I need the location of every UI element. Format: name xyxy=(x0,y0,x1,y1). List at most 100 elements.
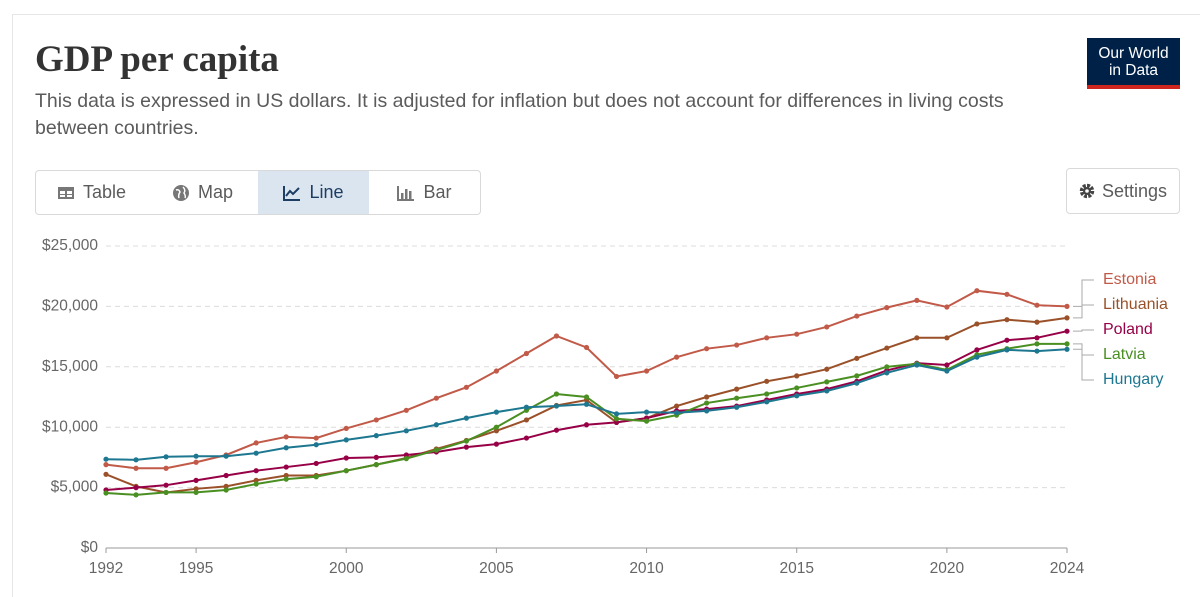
point xyxy=(764,391,770,397)
x-tick-label: 1992 xyxy=(89,560,123,577)
point xyxy=(283,434,289,440)
point xyxy=(553,427,560,433)
tab[interactable]: Map xyxy=(147,171,258,214)
point xyxy=(944,304,950,310)
point xyxy=(944,362,950,368)
logo-line: in Data xyxy=(1108,62,1159,79)
point xyxy=(794,331,800,337)
legend-label: Lithuania xyxy=(1103,296,1168,313)
point xyxy=(854,373,860,379)
icon xyxy=(397,185,415,201)
tab[interactable]: Table xyxy=(36,171,147,214)
point xyxy=(1064,341,1070,347)
point xyxy=(1034,302,1040,308)
point xyxy=(523,435,530,441)
point xyxy=(343,468,349,474)
point xyxy=(523,350,530,357)
point xyxy=(974,321,980,327)
point xyxy=(373,417,379,423)
x-tick-label: 2015 xyxy=(779,560,813,577)
tab-label: Table xyxy=(82,182,127,202)
point xyxy=(1004,317,1010,323)
point xyxy=(283,445,289,451)
point xyxy=(704,346,710,352)
point xyxy=(583,401,590,407)
point xyxy=(1034,341,1040,347)
point xyxy=(824,388,830,394)
point xyxy=(974,288,980,294)
tab[interactable]: Bar xyxy=(369,171,480,214)
point xyxy=(1004,337,1010,343)
point xyxy=(914,297,920,303)
logo[interactable]: Our World in Data xyxy=(1087,38,1180,89)
point xyxy=(1034,319,1040,325)
point xyxy=(704,408,710,414)
point xyxy=(313,460,319,467)
x-tick-label: 2000 xyxy=(329,560,364,577)
point xyxy=(193,486,199,492)
point xyxy=(854,355,860,361)
point xyxy=(553,333,560,339)
point xyxy=(704,394,710,400)
point xyxy=(884,345,890,351)
point xyxy=(223,472,229,479)
point xyxy=(704,400,710,406)
point xyxy=(673,410,680,416)
point xyxy=(643,418,650,424)
point xyxy=(1064,303,1070,309)
tab-label: Line xyxy=(309,182,344,202)
x-tick-label: 1995 xyxy=(179,560,213,577)
tab-bar: Table Map Line Bar xyxy=(35,170,481,215)
point xyxy=(944,335,950,341)
point xyxy=(734,386,740,392)
point xyxy=(824,324,830,330)
point xyxy=(463,415,469,421)
tab-label: Map xyxy=(197,182,233,202)
point xyxy=(493,424,500,430)
legend-label: Latvia xyxy=(1103,346,1146,363)
point xyxy=(854,313,860,319)
point xyxy=(403,407,409,413)
tab-active[interactable]: Line xyxy=(258,171,369,214)
legend-label: Estonia xyxy=(1103,271,1156,288)
point xyxy=(103,490,109,496)
point xyxy=(643,368,650,374)
point xyxy=(824,379,830,385)
point xyxy=(283,464,289,470)
point xyxy=(103,471,109,477)
point xyxy=(253,481,259,487)
tab-label: Bar xyxy=(423,182,452,202)
settings-button[interactable]: Settings xyxy=(1066,168,1180,214)
point xyxy=(493,368,500,374)
point xyxy=(283,476,289,482)
point xyxy=(553,391,560,397)
point xyxy=(1004,347,1010,353)
point xyxy=(523,404,530,410)
settings-label: Settings xyxy=(1101,180,1168,201)
point xyxy=(1034,348,1040,354)
x-tick-label: 2010 xyxy=(629,560,664,577)
point xyxy=(433,422,439,428)
point xyxy=(854,380,860,386)
card-frame xyxy=(12,14,1200,597)
point xyxy=(493,428,500,434)
point xyxy=(283,472,289,479)
point xyxy=(133,492,139,498)
icon xyxy=(283,185,301,201)
point xyxy=(193,453,199,459)
icon xyxy=(1079,183,1095,199)
legend-connector xyxy=(1073,329,1094,332)
point xyxy=(1064,346,1070,352)
point xyxy=(643,409,650,415)
point xyxy=(794,385,800,391)
y-tick-label: $20,000 xyxy=(42,297,98,314)
point xyxy=(373,433,379,439)
legend-label: Hungary xyxy=(1103,371,1163,388)
point xyxy=(1004,291,1010,297)
point xyxy=(1034,335,1040,341)
point xyxy=(884,364,890,370)
point xyxy=(1064,328,1070,334)
point xyxy=(253,468,259,474)
point xyxy=(613,373,620,380)
